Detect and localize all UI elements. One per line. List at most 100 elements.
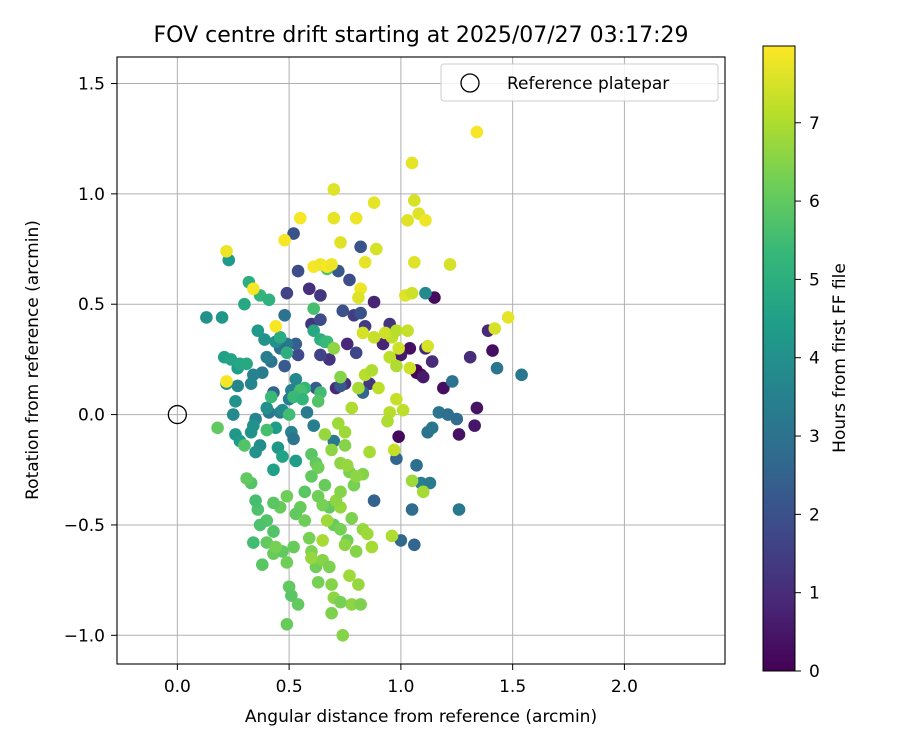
- data-point: [318, 478, 332, 492]
- data-point: [311, 576, 325, 589]
- data-point: [260, 423, 274, 437]
- data-point: [255, 558, 269, 571]
- data-point: [336, 629, 350, 642]
- data-point: [340, 459, 354, 472]
- data-point: [296, 392, 309, 406]
- data-point: [425, 355, 439, 368]
- y-tick-label: −1.0: [64, 626, 105, 646]
- plot-frame: [116, 56, 726, 665]
- data-point: [349, 470, 363, 483]
- data-point: [392, 342, 405, 355]
- x-tick-label: 2.0: [611, 677, 638, 697]
- y-tick-label: −0.5: [64, 516, 105, 536]
- data-point: [390, 359, 403, 373]
- data-point: [490, 361, 504, 375]
- data-point: [276, 450, 289, 463]
- data-point: [450, 412, 464, 426]
- data-point: [349, 346, 363, 360]
- data-point: [383, 350, 397, 364]
- data-point: [316, 498, 329, 512]
- data-point: [320, 514, 334, 527]
- data-point: [291, 264, 305, 278]
- data-point: [258, 333, 271, 346]
- x-tick-label: 0.0: [164, 677, 191, 697]
- data-point: [423, 476, 437, 490]
- data-point: [363, 445, 376, 459]
- scatter-points: [200, 125, 528, 642]
- x-tick-label: 1.0: [387, 677, 414, 697]
- data-point: [468, 419, 481, 432]
- data-point: [334, 379, 347, 393]
- data-point: [289, 372, 303, 386]
- data-point: [200, 311, 213, 324]
- data-point: [251, 324, 265, 338]
- data-point: [349, 211, 363, 225]
- colorbar-tick-label: 2: [809, 505, 820, 525]
- legend: Reference platepar: [440, 63, 719, 102]
- data-point: [325, 443, 338, 457]
- data-point: [452, 503, 466, 516]
- data-point: [307, 419, 321, 432]
- data-point: [387, 443, 401, 457]
- colorbar-tick-label: 5: [809, 270, 820, 290]
- chart-title: FOV centre drift starting at 2025/07/27 …: [154, 23, 689, 48]
- data-point: [300, 406, 314, 419]
- data-point: [367, 494, 381, 507]
- data-point: [488, 322, 502, 335]
- data-point: [278, 359, 291, 373]
- colorbar: 0 1 2 3 4 5 6 7 Hours from first FF file: [762, 45, 850, 682]
- data-point: [249, 494, 262, 507]
- data-point: [334, 485, 347, 499]
- y-tick-label: 1.5: [78, 74, 105, 94]
- data-point: [352, 291, 365, 304]
- data-point: [278, 233, 291, 247]
- data-point: [445, 375, 459, 388]
- data-point: [345, 401, 359, 415]
- data-point: [486, 344, 499, 357]
- data-point: [289, 337, 303, 351]
- data-point: [280, 346, 294, 360]
- data-point: [325, 606, 338, 620]
- colorbar-tick-label: 3: [809, 427, 820, 447]
- data-point: [390, 324, 403, 338]
- y-axis-ticks: −1.0 −0.5 0.0 0.5 1.0 1.5: [64, 74, 117, 646]
- data-point: [343, 569, 356, 583]
- data-point: [452, 428, 466, 441]
- data-point: [289, 454, 303, 468]
- data-point: [287, 540, 300, 554]
- data-point: [425, 421, 439, 435]
- data-point: [302, 531, 316, 545]
- data-point: [298, 485, 312, 499]
- data-point: [365, 540, 379, 554]
- data-point: [405, 286, 419, 300]
- data-point: [334, 523, 347, 536]
- data-point: [338, 538, 352, 552]
- data-point: [390, 392, 403, 406]
- data-point: [285, 589, 298, 602]
- data-point: [372, 381, 385, 395]
- data-point: [437, 381, 450, 395]
- data-point: [307, 324, 321, 338]
- data-point: [403, 342, 417, 355]
- data-point: [267, 496, 280, 510]
- data-point: [443, 258, 457, 271]
- data-point: [327, 342, 341, 355]
- data-point: [334, 370, 347, 384]
- data-point: [280, 286, 294, 300]
- data-point: [401, 214, 414, 227]
- data-point: [381, 414, 394, 428]
- data-point: [293, 211, 307, 225]
- data-point: [280, 617, 294, 631]
- x-axis-ticks: 0.0 0.5 1.0 1.5 2.0: [164, 664, 638, 697]
- data-point: [229, 395, 242, 408]
- colorbar-tick-label: 1: [809, 584, 820, 604]
- data-point: [291, 598, 305, 611]
- y-axis-label: Rotation from reference (arcmin): [23, 220, 43, 500]
- data-point: [421, 339, 435, 353]
- data-point: [269, 319, 283, 333]
- data-point: [249, 445, 262, 459]
- data-point: [220, 244, 233, 258]
- data-point: [316, 534, 329, 547]
- data-point: [470, 401, 484, 415]
